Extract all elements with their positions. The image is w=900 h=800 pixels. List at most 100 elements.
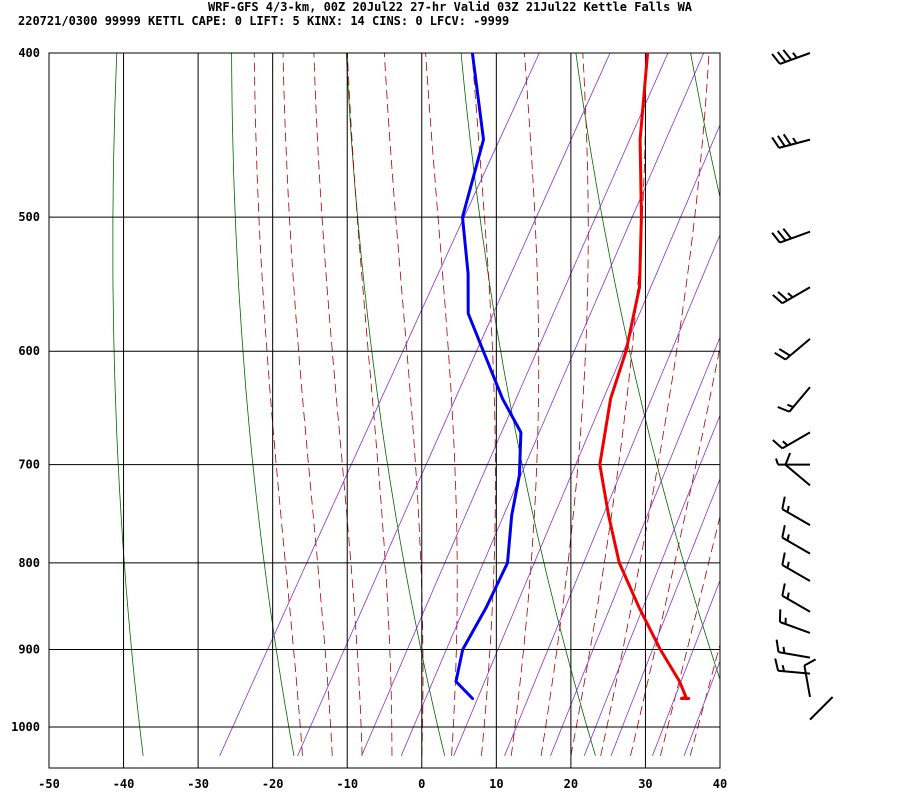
- wind-barb-staff: [781, 508, 811, 526]
- wind-barb-staff: [779, 621, 811, 634]
- wind-barb: [775, 458, 811, 466]
- x-tick-label: 0: [418, 777, 425, 791]
- mixing-ratio-line: [219, 53, 540, 756]
- y-tick-label: 1000: [11, 720, 40, 734]
- wind-barb-halfflag: [781, 664, 786, 672]
- chart-header-line2: 220721/0300 99999 KETTL CAPE: 0 LIFT: 5 …: [18, 14, 509, 28]
- dry-adiabat: [575, 53, 720, 681]
- wind-barb-halfflag: [792, 52, 798, 59]
- wind-barb: [809, 696, 834, 721]
- dry-adiabat: [345, 53, 446, 756]
- mixing-ratio-line: [652, 579, 720, 756]
- mixing-ratio-line: [361, 53, 669, 756]
- wind-barb: [784, 452, 811, 487]
- wind-barb-flag: [772, 294, 783, 304]
- wind-barb-flag: [771, 136, 780, 149]
- wind-barb: [771, 49, 811, 65]
- wind-barb: [772, 286, 811, 305]
- wind-barb-flag: [774, 658, 780, 672]
- wind-barb-flag: [781, 496, 786, 510]
- moist-adiabat: [630, 345, 720, 756]
- y-tick-label: 400: [18, 46, 40, 60]
- wind-barb-staff: [778, 651, 811, 659]
- wind-barb-flag: [781, 525, 786, 538]
- wind-barb: [777, 386, 811, 413]
- plot-frame: [48, 52, 721, 769]
- wind-barb-flag: [782, 133, 792, 146]
- wind-barb-halfflag: [787, 403, 794, 409]
- wind-barb: [775, 639, 811, 659]
- wind-barb-flag: [784, 452, 792, 466]
- wind-barb: [778, 609, 811, 634]
- x-tick-label: 40: [713, 777, 727, 791]
- mixing-ratio-line: [721, 34, 900, 755]
- wind-barb-flag: [777, 135, 786, 147]
- mixing-ratio-line: [583, 414, 720, 756]
- wind-barb-staff: [784, 464, 811, 487]
- moist-adiabat: [510, 53, 540, 756]
- y-tick-label: 800: [18, 556, 40, 570]
- dry-adiabat: [112, 53, 144, 756]
- mixing-ratio-line: [504, 233, 720, 756]
- dry-adiabat: [801, 34, 900, 755]
- wind-barb-halfflag: [782, 646, 786, 654]
- x-tick-label: -40: [113, 777, 135, 791]
- moist-adiabat: [313, 53, 363, 756]
- wind-barb-flag: [782, 49, 792, 61]
- wind-barb-flag: [776, 230, 787, 242]
- y-tick-label: 700: [18, 458, 40, 472]
- wind-barb-staff: [781, 286, 811, 305]
- wind-barb-staff: [784, 338, 811, 361]
- x-tick-label: -20: [262, 777, 284, 791]
- sounding-traces: [454, 53, 691, 700]
- mixing-ratio-line: [400, 53, 705, 756]
- wind-barb: [803, 658, 817, 698]
- moist-adiabat: [570, 53, 647, 756]
- wind-barb-halfflag: [782, 440, 789, 447]
- wind-barb-flag: [777, 406, 790, 413]
- wind-barb-flag: [777, 291, 789, 301]
- grid-lines: [49, 53, 720, 768]
- wind-barb: [781, 496, 811, 526]
- wind-barb-staff: [779, 230, 811, 244]
- wind-barb-staff: [788, 386, 811, 413]
- moist-adiabat: [253, 53, 303, 756]
- dry-adiabat: [690, 53, 720, 199]
- wind-barb-halfflag: [792, 137, 798, 144]
- wind-barb-halfflag: [786, 505, 790, 513]
- mixing-ratio-line: [297, 53, 611, 756]
- temperature-trace: [598, 53, 691, 700]
- y-tick-label: 500: [18, 210, 40, 224]
- wind-barb-staff: [781, 431, 811, 450]
- x-tick-label: -50: [38, 777, 60, 791]
- wind-barb: [781, 583, 811, 613]
- wind-barb: [771, 133, 811, 149]
- y-tick-label: 900: [18, 642, 40, 656]
- x-tick-label: 10: [489, 777, 503, 791]
- moist-adiabat: [383, 53, 424, 756]
- wind-barb-flag: [771, 53, 781, 65]
- mixing-ratio-line: [683, 659, 720, 756]
- wind-barb-staff: [781, 536, 811, 555]
- wind-barb-staff: [781, 594, 811, 613]
- wind-barb: [774, 658, 811, 675]
- moist-adiabat: [425, 53, 458, 756]
- x-tick-label: 20: [564, 777, 578, 791]
- wind-barb-flag: [772, 439, 783, 450]
- mixing-ratio-line: [453, 123, 720, 756]
- wind-barb-flag: [776, 51, 787, 63]
- moist-adiabat: [282, 53, 333, 756]
- wind-barb-halfflag: [786, 534, 790, 541]
- wind-barb-flag: [775, 639, 780, 653]
- chart-header-line1: WRF-GFS 4/3-km, 00Z 20Jul22 27-hr Valid …: [208, 0, 693, 14]
- moist-adiabat: [346, 53, 393, 756]
- wind-barbs: [771, 49, 834, 721]
- dewpoint-trace: [454, 53, 523, 700]
- wind-barb: [772, 431, 811, 450]
- moist-adiabat: [600, 53, 710, 756]
- wind-barb-flag: [781, 583, 786, 596]
- wind-barb-staff: [803, 665, 811, 698]
- wind-barb-staff: [809, 696, 834, 721]
- wind-barb-flag: [803, 658, 817, 667]
